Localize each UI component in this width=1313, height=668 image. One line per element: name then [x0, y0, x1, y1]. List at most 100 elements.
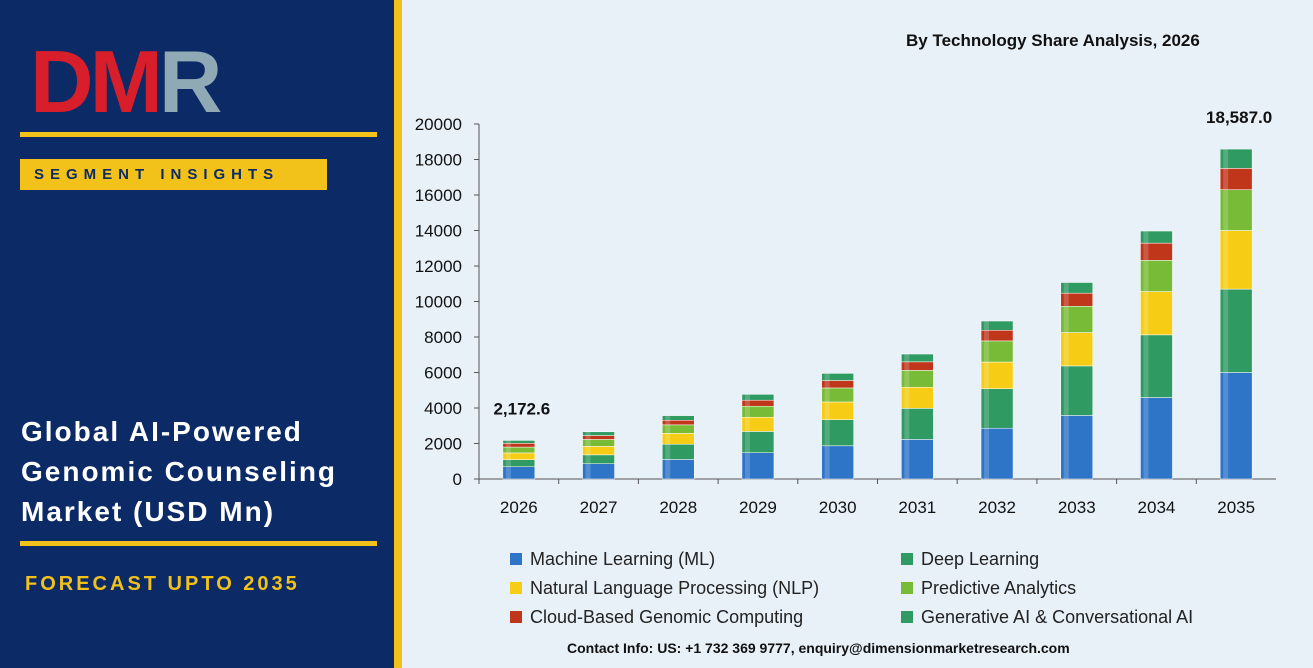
page-title: Global AI-Powered Genomic Counseling Mar…	[21, 416, 338, 527]
bar-segment	[662, 433, 695, 445]
bar-segment	[582, 439, 615, 447]
legend-label: Cloud-Based Genomic Computing	[530, 607, 804, 627]
y-tick-label: 16000	[415, 186, 462, 205]
x-tick-label: 2027	[580, 498, 618, 517]
bar-segment	[1060, 282, 1093, 294]
divider-top	[20, 132, 377, 137]
legend-label: Predictive Analytics	[921, 578, 1077, 598]
legend-label: Deep Learning	[921, 549, 1040, 569]
bar-segment	[741, 416, 775, 432]
legend-swatch	[510, 553, 522, 565]
bar-segment	[662, 415, 695, 421]
data-labels: 2,172.6 18,587.0	[493, 108, 1272, 418]
bar-segment	[582, 431, 615, 436]
legend-label: Machine Learning (ML)	[530, 549, 716, 569]
bar-segment	[662, 424, 695, 434]
bar-segment	[901, 386, 934, 409]
bar-segment	[980, 320, 1014, 331]
legend-swatch	[510, 611, 522, 623]
logo-wordmark: DMR	[30, 32, 222, 131]
bar-segment	[502, 443, 536, 448]
bar-segment	[502, 459, 536, 468]
bar-segment	[1140, 291, 1173, 336]
contact-info: Contact Info: US: +1 732 369 9777, enqui…	[567, 640, 1070, 656]
bar-segment	[502, 452, 536, 460]
gold-stripe	[394, 0, 402, 668]
bar-segment	[1060, 306, 1093, 333]
bar-segment	[1060, 332, 1093, 367]
y-tick-label: 4000	[424, 399, 462, 418]
x-tick-label: 2026	[500, 498, 538, 517]
legend-swatch	[510, 582, 522, 594]
legend-item: Cloud-Based Genomic Computing	[510, 607, 803, 628]
y-tick-label: 6000	[424, 364, 462, 383]
x-tick-label: 2028	[659, 498, 697, 517]
legend-item: Deep Learning	[901, 549, 1039, 570]
chart-title: By Technology Share Analysis, 2026	[906, 31, 1200, 50]
bar-segment	[662, 443, 695, 460]
segment-insights-badge: SEGMENT INSIGHTS	[20, 159, 327, 190]
y-tick-label: 14000	[415, 222, 462, 241]
bar-segment	[1219, 168, 1253, 190]
bar-segment	[741, 452, 775, 480]
bar-segment	[1060, 292, 1093, 307]
bar-segment	[1140, 230, 1173, 244]
legend-item: Generative AI & Conversational AI	[901, 607, 1193, 628]
legend-swatch	[901, 611, 913, 623]
bar-segment	[582, 446, 615, 456]
y-tick-label: 20000	[415, 115, 462, 134]
bar-segment	[821, 401, 854, 420]
data-label: 2,172.6	[493, 399, 550, 418]
bar-segment	[901, 370, 934, 388]
stacked-bar-chart: 0 2000 4000 6000 8000 10000 12000 14000 16000 180…	[415, 108, 1276, 517]
dmr-logo: DMR	[30, 32, 222, 131]
bar-segment	[980, 340, 1014, 363]
bar-segment	[980, 388, 1014, 429]
y-tick-label: 8000	[424, 328, 462, 347]
bars	[502, 148, 1253, 480]
legend-swatch	[901, 553, 913, 565]
x-tick-label: 2033	[1058, 498, 1096, 517]
bar-segment	[582, 463, 615, 480]
legend-item: Natural Language Processing (NLP)	[510, 578, 819, 599]
x-tick-label: 2035	[1217, 498, 1255, 517]
bar-segment	[901, 361, 934, 371]
left-panel: DMR SEGMENT INSIGHTS Global AI-Powered G…	[0, 0, 394, 668]
bar-segment	[1219, 189, 1253, 231]
x-tick-label: 2034	[1138, 498, 1176, 517]
bar-segment	[662, 459, 695, 480]
x-tick-label: 2030	[819, 498, 857, 517]
legend-item: Predictive Analytics	[901, 578, 1076, 599]
y-tick-label: 18000	[415, 151, 462, 170]
bar-segment	[901, 408, 934, 440]
bar-segment	[582, 435, 615, 440]
bar-segment	[980, 427, 1014, 480]
bar-segment	[1140, 397, 1173, 480]
legend-swatch	[901, 582, 913, 594]
legend-item: Machine Learning (ML)	[510, 549, 715, 570]
bar-segment	[901, 353, 934, 363]
bar-segment	[741, 431, 775, 453]
bar-segment	[821, 373, 854, 381]
bar-segment	[1219, 148, 1253, 169]
bar-segment	[821, 387, 854, 403]
bar-segment	[741, 405, 775, 418]
forecast-label: FORECAST UPTO 2035	[25, 573, 300, 595]
legend-label: Natural Language Processing (NLP)	[530, 578, 820, 598]
bar-segment	[1219, 288, 1253, 373]
bar-segment	[741, 399, 775, 407]
bar-segment	[662, 419, 695, 426]
bar-segment	[821, 380, 854, 389]
x-tick-label: 2032	[978, 498, 1016, 517]
bar-segment	[980, 330, 1014, 342]
bar-segment	[821, 445, 854, 480]
legend-label: Generative AI & Conversational AI	[921, 607, 1194, 627]
bar-segment	[1140, 334, 1173, 398]
x-tick-label: 2031	[898, 498, 936, 517]
bar-segment	[502, 440, 536, 444]
bar-segment	[582, 454, 615, 464]
bar-segment	[1060, 365, 1093, 416]
bar-segment	[980, 361, 1014, 389]
y-tick-label: 2000	[424, 435, 462, 454]
bar-segment	[901, 439, 934, 480]
